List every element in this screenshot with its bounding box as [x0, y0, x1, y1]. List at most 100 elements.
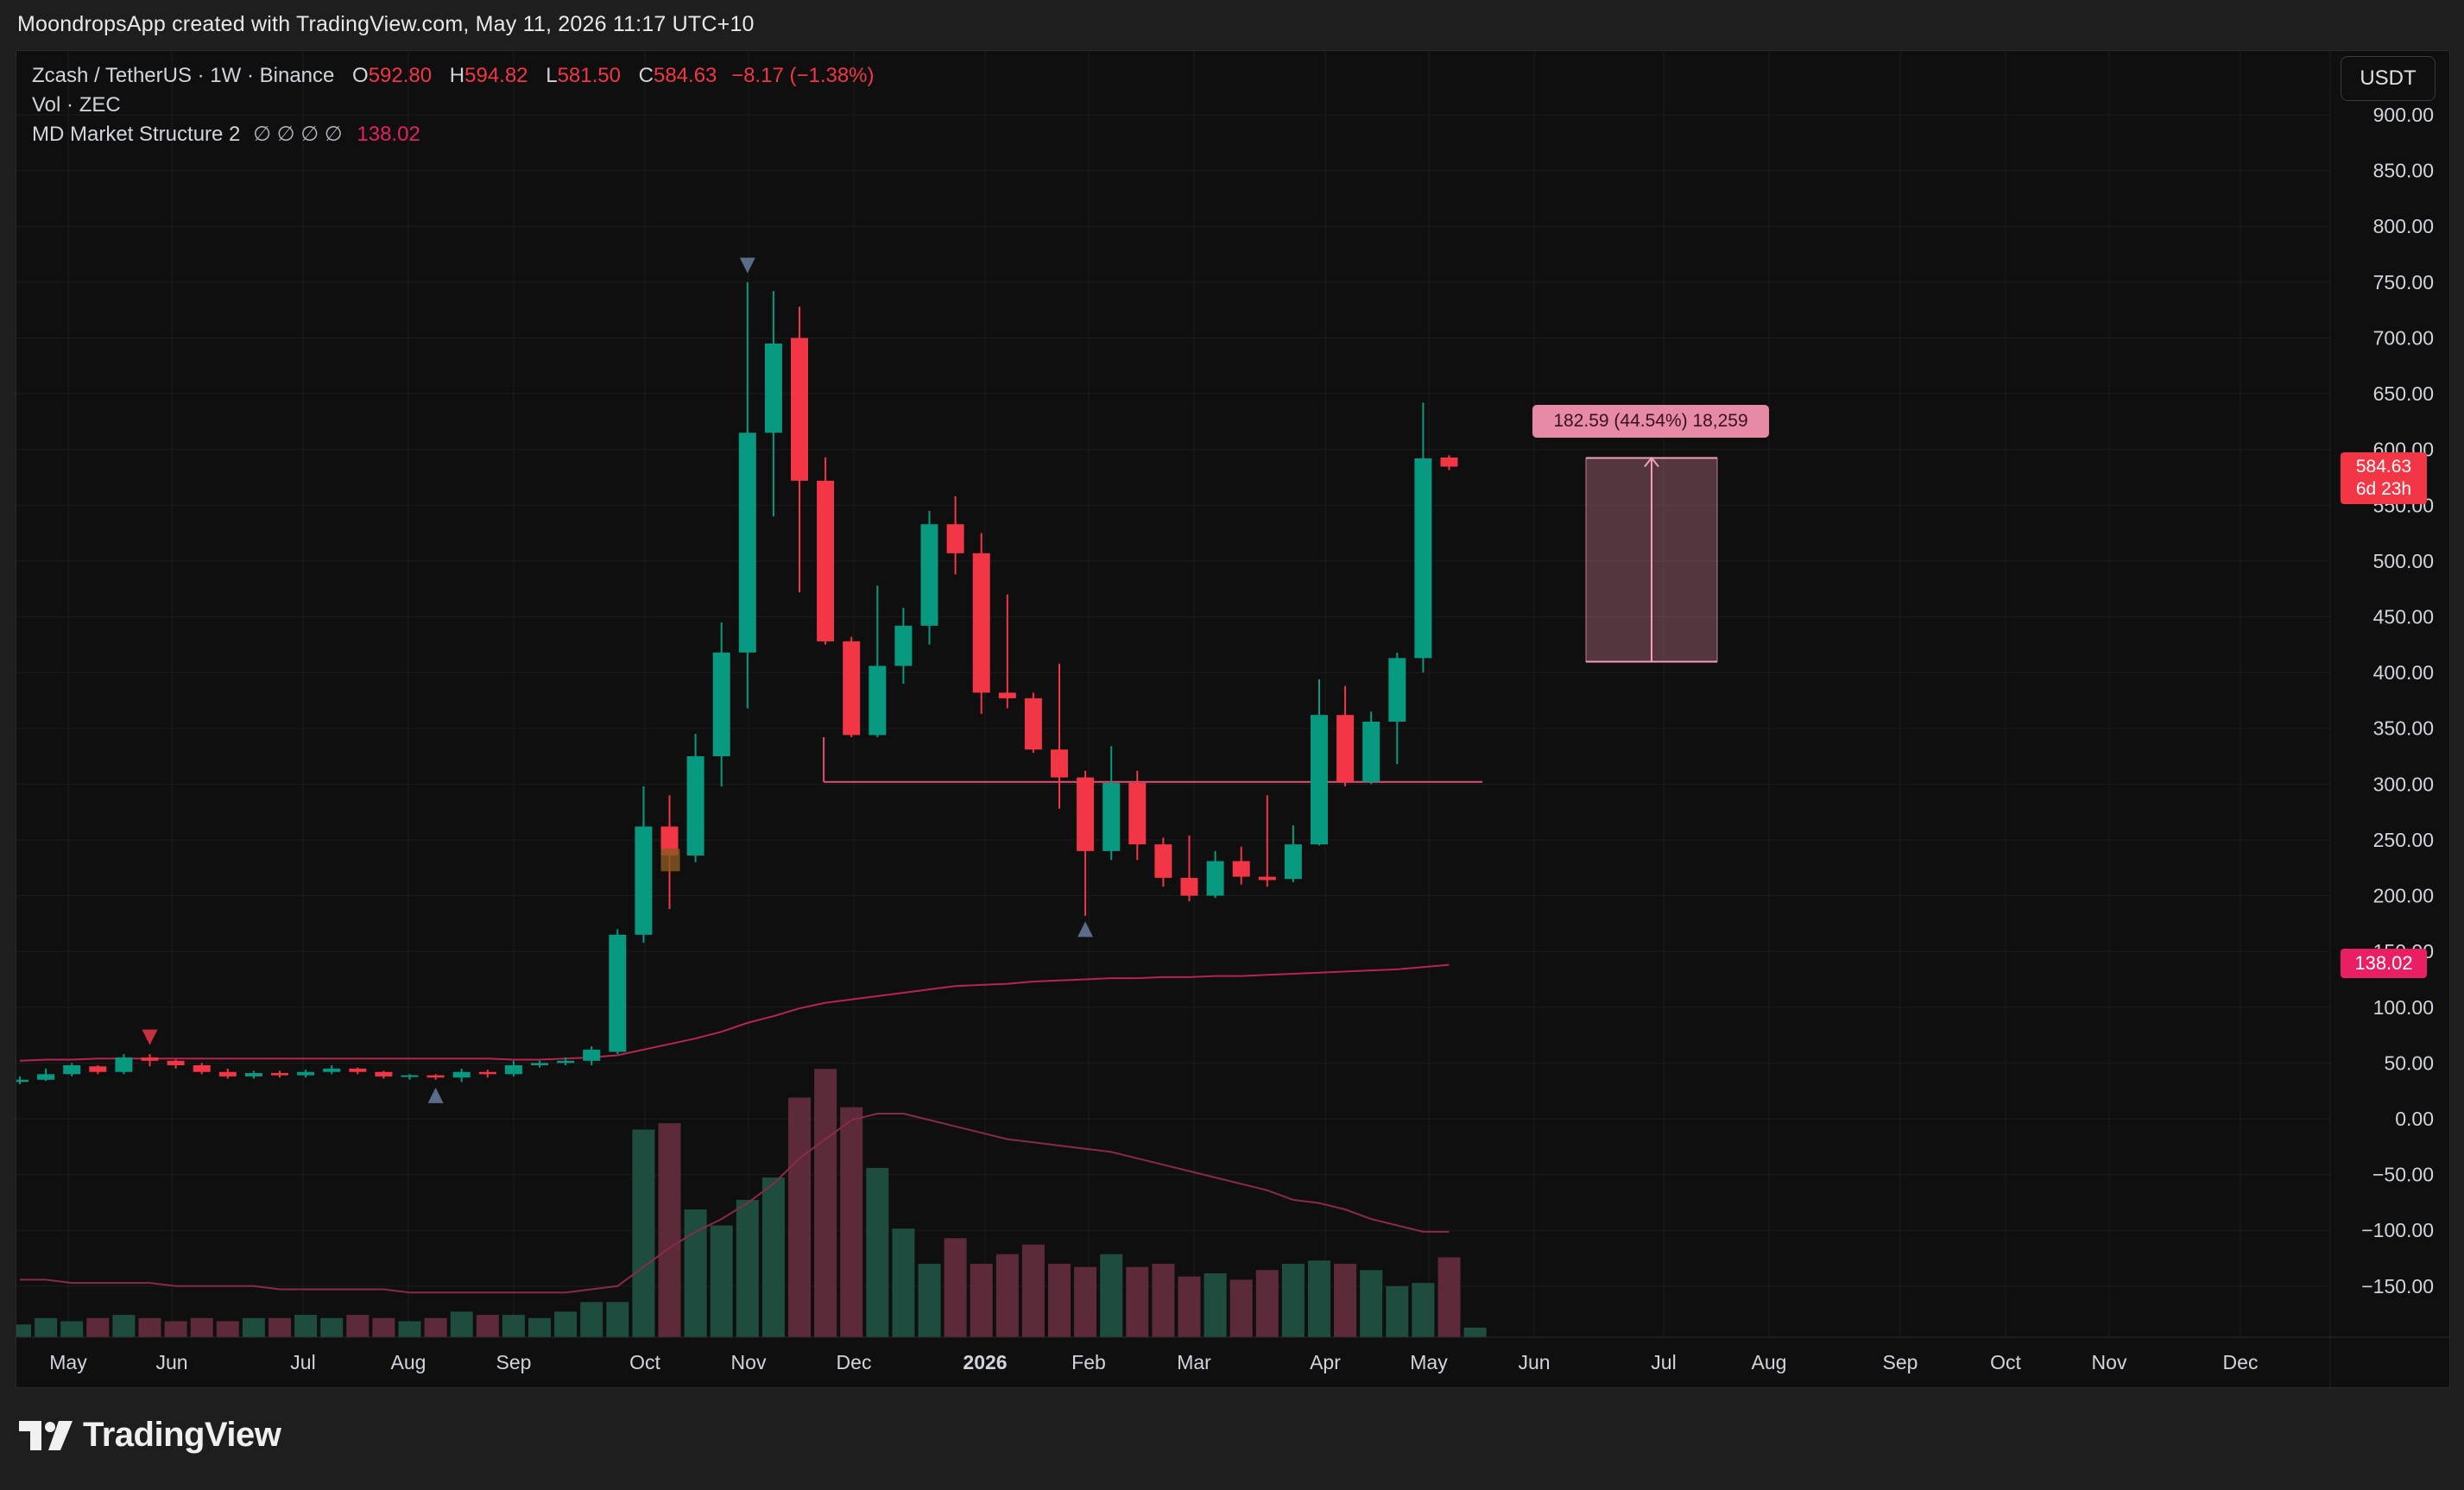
- candle-body: [89, 1066, 107, 1072]
- price-tick-label: 900.00: [2373, 104, 2434, 126]
- swing-low-marker-early: [427, 1087, 444, 1103]
- measure-arrow-head: [1644, 456, 1659, 468]
- time-tick-label: Aug: [391, 1351, 426, 1373]
- swing-high-marker-early: [142, 1029, 158, 1045]
- candle-body: [946, 524, 964, 553]
- volume-bar: [1074, 1266, 1097, 1337]
- price-tick-label: 800.00: [2373, 215, 2434, 237]
- chart-canvas[interactable]: 900.00850.00800.00750.00700.00650.00600.…: [16, 51, 2449, 1387]
- legend-open: 592.80: [368, 64, 433, 87]
- time-tick-label: May: [49, 1351, 87, 1373]
- candle-body: [504, 1064, 522, 1075]
- volume-bar: [372, 1317, 395, 1337]
- legend-open-key: O: [352, 64, 369, 87]
- time-tick-label: Jun: [155, 1351, 187, 1373]
- price-tick-label: 850.00: [2373, 160, 2434, 182]
- time-tick-label: Feb: [1071, 1351, 1106, 1373]
- candle-body: [141, 1057, 159, 1061]
- highlight-box: [660, 849, 680, 872]
- legend-change: −8.17 (−1.38%): [731, 64, 875, 87]
- volume-bar: [450, 1311, 473, 1337]
- volume-bar: [580, 1302, 603, 1337]
- volume-bar: [710, 1225, 733, 1337]
- volume-bar: [632, 1129, 655, 1337]
- price-tick-label: 500.00: [2373, 550, 2434, 572]
- volume-bar: [866, 1167, 889, 1337]
- volume-bar: [16, 1324, 31, 1337]
- price-tick-label: 250.00: [2373, 829, 2434, 851]
- volume-bar: [761, 1177, 785, 1337]
- measure-tooltip[interactable]: 182.59 (44.54%) 18,259: [1532, 405, 1769, 438]
- chart-area[interactable]: 900.00 850.00 800.00 750.00 700.00 650.00 600.…: [16, 50, 2450, 1388]
- price-tick-label: 300.00: [2373, 773, 2434, 795]
- legend-symbol[interactable]: Zcash / TetherUS · 1W · Binance: [32, 64, 335, 87]
- price-tick-label: 750.00: [2373, 271, 2434, 294]
- time-tick-label: Sep: [1883, 1351, 1918, 1373]
- volume-bar: [1334, 1263, 1357, 1337]
- legend-price-row[interactable]: Zcash / TetherUS · 1W · Binance O592.80 …: [32, 61, 875, 91]
- volume-bar: [398, 1321, 421, 1337]
- indicator-price-label: 138.02: [2341, 949, 2427, 978]
- candle-body: [686, 756, 704, 856]
- tradingview-logo[interactable]: TradingView: [19, 1416, 281, 1455]
- candle-body: [1077, 777, 1095, 851]
- volume-bar: [995, 1253, 1019, 1337]
- volume-bar: [1126, 1266, 1149, 1337]
- volume-bar: [1021, 1244, 1045, 1337]
- candle-body: [843, 641, 861, 736]
- candle-body: [609, 934, 627, 1052]
- candle-body: [401, 1075, 419, 1077]
- legend-volume-label[interactable]: Vol · ZEC: [32, 93, 121, 117]
- candle-body: [1232, 861, 1250, 877]
- candle-body: [167, 1060, 185, 1065]
- volume-bar: [86, 1317, 110, 1337]
- volume-bar: [242, 1317, 265, 1337]
- volume-bar: [1255, 1270, 1279, 1337]
- volume-bar: [658, 1123, 681, 1337]
- top-caption: MoondropsApp created with TradingView.co…: [17, 12, 755, 36]
- volume-bar: [788, 1097, 811, 1337]
- candle-body: [115, 1057, 133, 1072]
- candle-body: [764, 343, 782, 433]
- candle-body: [583, 1049, 601, 1061]
- volume-bar: [294, 1315, 318, 1337]
- legend-volume-row[interactable]: Vol · ZEC: [32, 91, 875, 120]
- volume-bar: [1437, 1257, 1461, 1337]
- countdown-timer: 6d 23h: [2355, 479, 2412, 499]
- legend-high-key: H: [449, 64, 465, 87]
- volume-bar: [1204, 1273, 1227, 1337]
- candle-body: [16, 1079, 28, 1083]
- candle-body: [426, 1075, 445, 1078]
- volume-bar: [1048, 1263, 1071, 1337]
- current-price-label: 584.63 6d 23h: [2341, 452, 2427, 504]
- candle-body: [1362, 721, 1380, 782]
- volume-bar: [164, 1321, 187, 1337]
- volume-bar: [528, 1317, 551, 1337]
- legend-indicator-row[interactable]: MD Market Structure 2 ∅ ∅ ∅ ∅ 138.02: [32, 120, 875, 149]
- volume-bar: [216, 1321, 239, 1337]
- time-tick-label: Dec: [2223, 1351, 2259, 1373]
- volume-bar: [814, 1069, 837, 1337]
- candle-body: [1440, 457, 1458, 467]
- time-tick-label: Sep: [496, 1351, 532, 1373]
- currency-button[interactable]: USDT: [2341, 56, 2436, 101]
- candle-body: [972, 552, 990, 693]
- candle-body: [635, 826, 653, 935]
- volume-bar: [112, 1315, 136, 1337]
- candle-body: [271, 1073, 288, 1076]
- time-tick-label: Mar: [1177, 1351, 1211, 1373]
- volume-bar: [138, 1317, 161, 1337]
- time-tick-label: Oct: [629, 1351, 660, 1373]
- volume-bar: [1152, 1263, 1175, 1337]
- volume-bar: [1178, 1276, 1201, 1337]
- volume-bar: [1229, 1279, 1253, 1337]
- candle-body: [297, 1071, 315, 1076]
- legend-indicator-name[interactable]: MD Market Structure 2: [32, 123, 241, 146]
- candle-body: [1128, 783, 1147, 845]
- volume-bar: [1281, 1263, 1305, 1337]
- volume-bar: [476, 1315, 499, 1337]
- candle-body: [452, 1071, 471, 1078]
- volume-bar: [1386, 1285, 1409, 1337]
- time-tick-label: Jul: [1651, 1351, 1676, 1373]
- price-tick-label: 350.00: [2373, 717, 2434, 740]
